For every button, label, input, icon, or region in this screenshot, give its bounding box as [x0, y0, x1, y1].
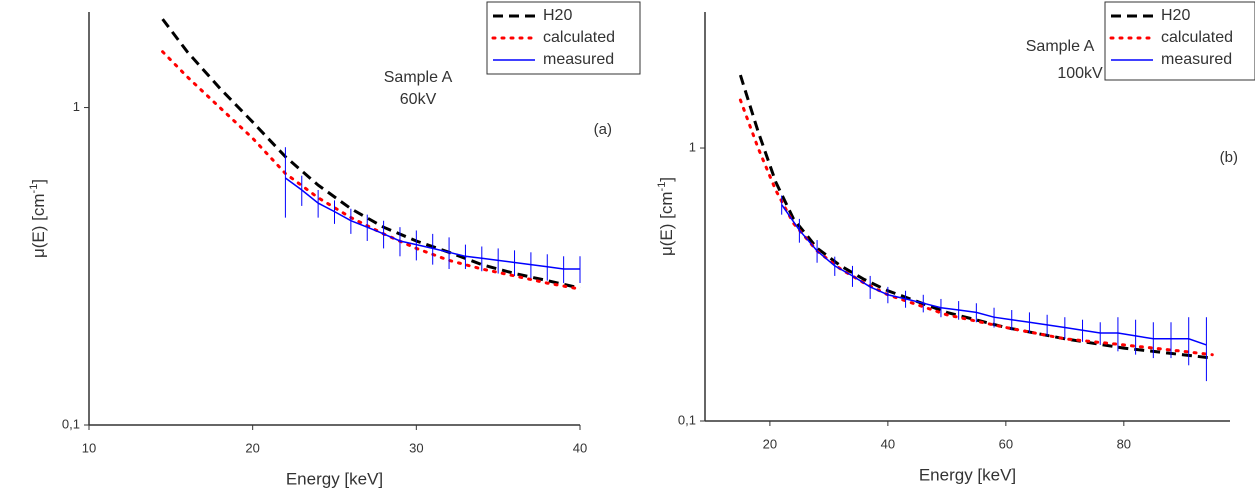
x-tick-label: 60: [999, 436, 1013, 451]
chart-panel: 20 40 60 80 0,1 1 Energy [keV] μ(E) [cm-1] (b) Sa…: [656, 1, 1255, 484]
y-label-sup: -1: [28, 184, 40, 194]
legend-label: measured: [543, 51, 614, 68]
y-tick-label: 1: [73, 99, 80, 114]
legend-label: H20: [1161, 7, 1190, 24]
y-tick-label: 0,1: [62, 416, 80, 431]
annotation: Sample A: [384, 69, 453, 86]
x-tick-label: 40: [573, 440, 587, 455]
legend-label: H20: [543, 7, 572, 24]
x-axis-label: Energy [keV]: [286, 469, 383, 488]
x-tick-label: 20: [245, 440, 259, 455]
series-line: [161, 18, 581, 290]
chart-panel: 10 20 30 40 0,1 1 Energy [keV] μ(E) [cm-1] (a) Sa…: [28, 1, 641, 488]
series-line: [161, 50, 582, 291]
legend-label: calculated: [543, 29, 615, 46]
y-axis-label: μ(E) [cm-1]: [656, 177, 677, 256]
y-label-end: ]: [657, 177, 676, 182]
x-tick-label: 10: [82, 440, 96, 455]
y-axis-label: μ(E) [cm-1]: [28, 179, 49, 258]
x-tick-label: 40: [881, 436, 895, 451]
series-line: [738, 74, 1213, 360]
y-tick-label: 0,1: [678, 412, 696, 427]
y-label-sup: -1: [656, 182, 668, 192]
x-tick-label: 20: [763, 436, 777, 451]
x-tick-label: 30: [409, 440, 423, 455]
legend: H20 calculated measured: [486, 1, 641, 75]
panel-title: (b): [1220, 149, 1238, 166]
series-line: [781, 204, 1207, 346]
series-line: [738, 98, 1214, 357]
annotation: 100kV: [1057, 65, 1103, 82]
panel-title: (a): [594, 121, 612, 138]
legend-label: calculated: [1161, 29, 1233, 46]
y-tick-label: 1: [689, 139, 696, 154]
annotation: Sample A: [1026, 38, 1095, 55]
y-label-text: μ(E) [cm: [29, 193, 48, 258]
y-label-text: μ(E) [cm: [657, 191, 676, 256]
x-tick-label: 80: [1117, 436, 1131, 451]
y-label-end: ]: [29, 179, 48, 184]
legend-label: measured: [1161, 51, 1232, 68]
legend: H20 calculated measured: [1104, 1, 1255, 81]
x-axis-label: Energy [keV]: [919, 465, 1016, 484]
series-line: [284, 177, 580, 270]
annotation: 60kV: [400, 91, 437, 108]
